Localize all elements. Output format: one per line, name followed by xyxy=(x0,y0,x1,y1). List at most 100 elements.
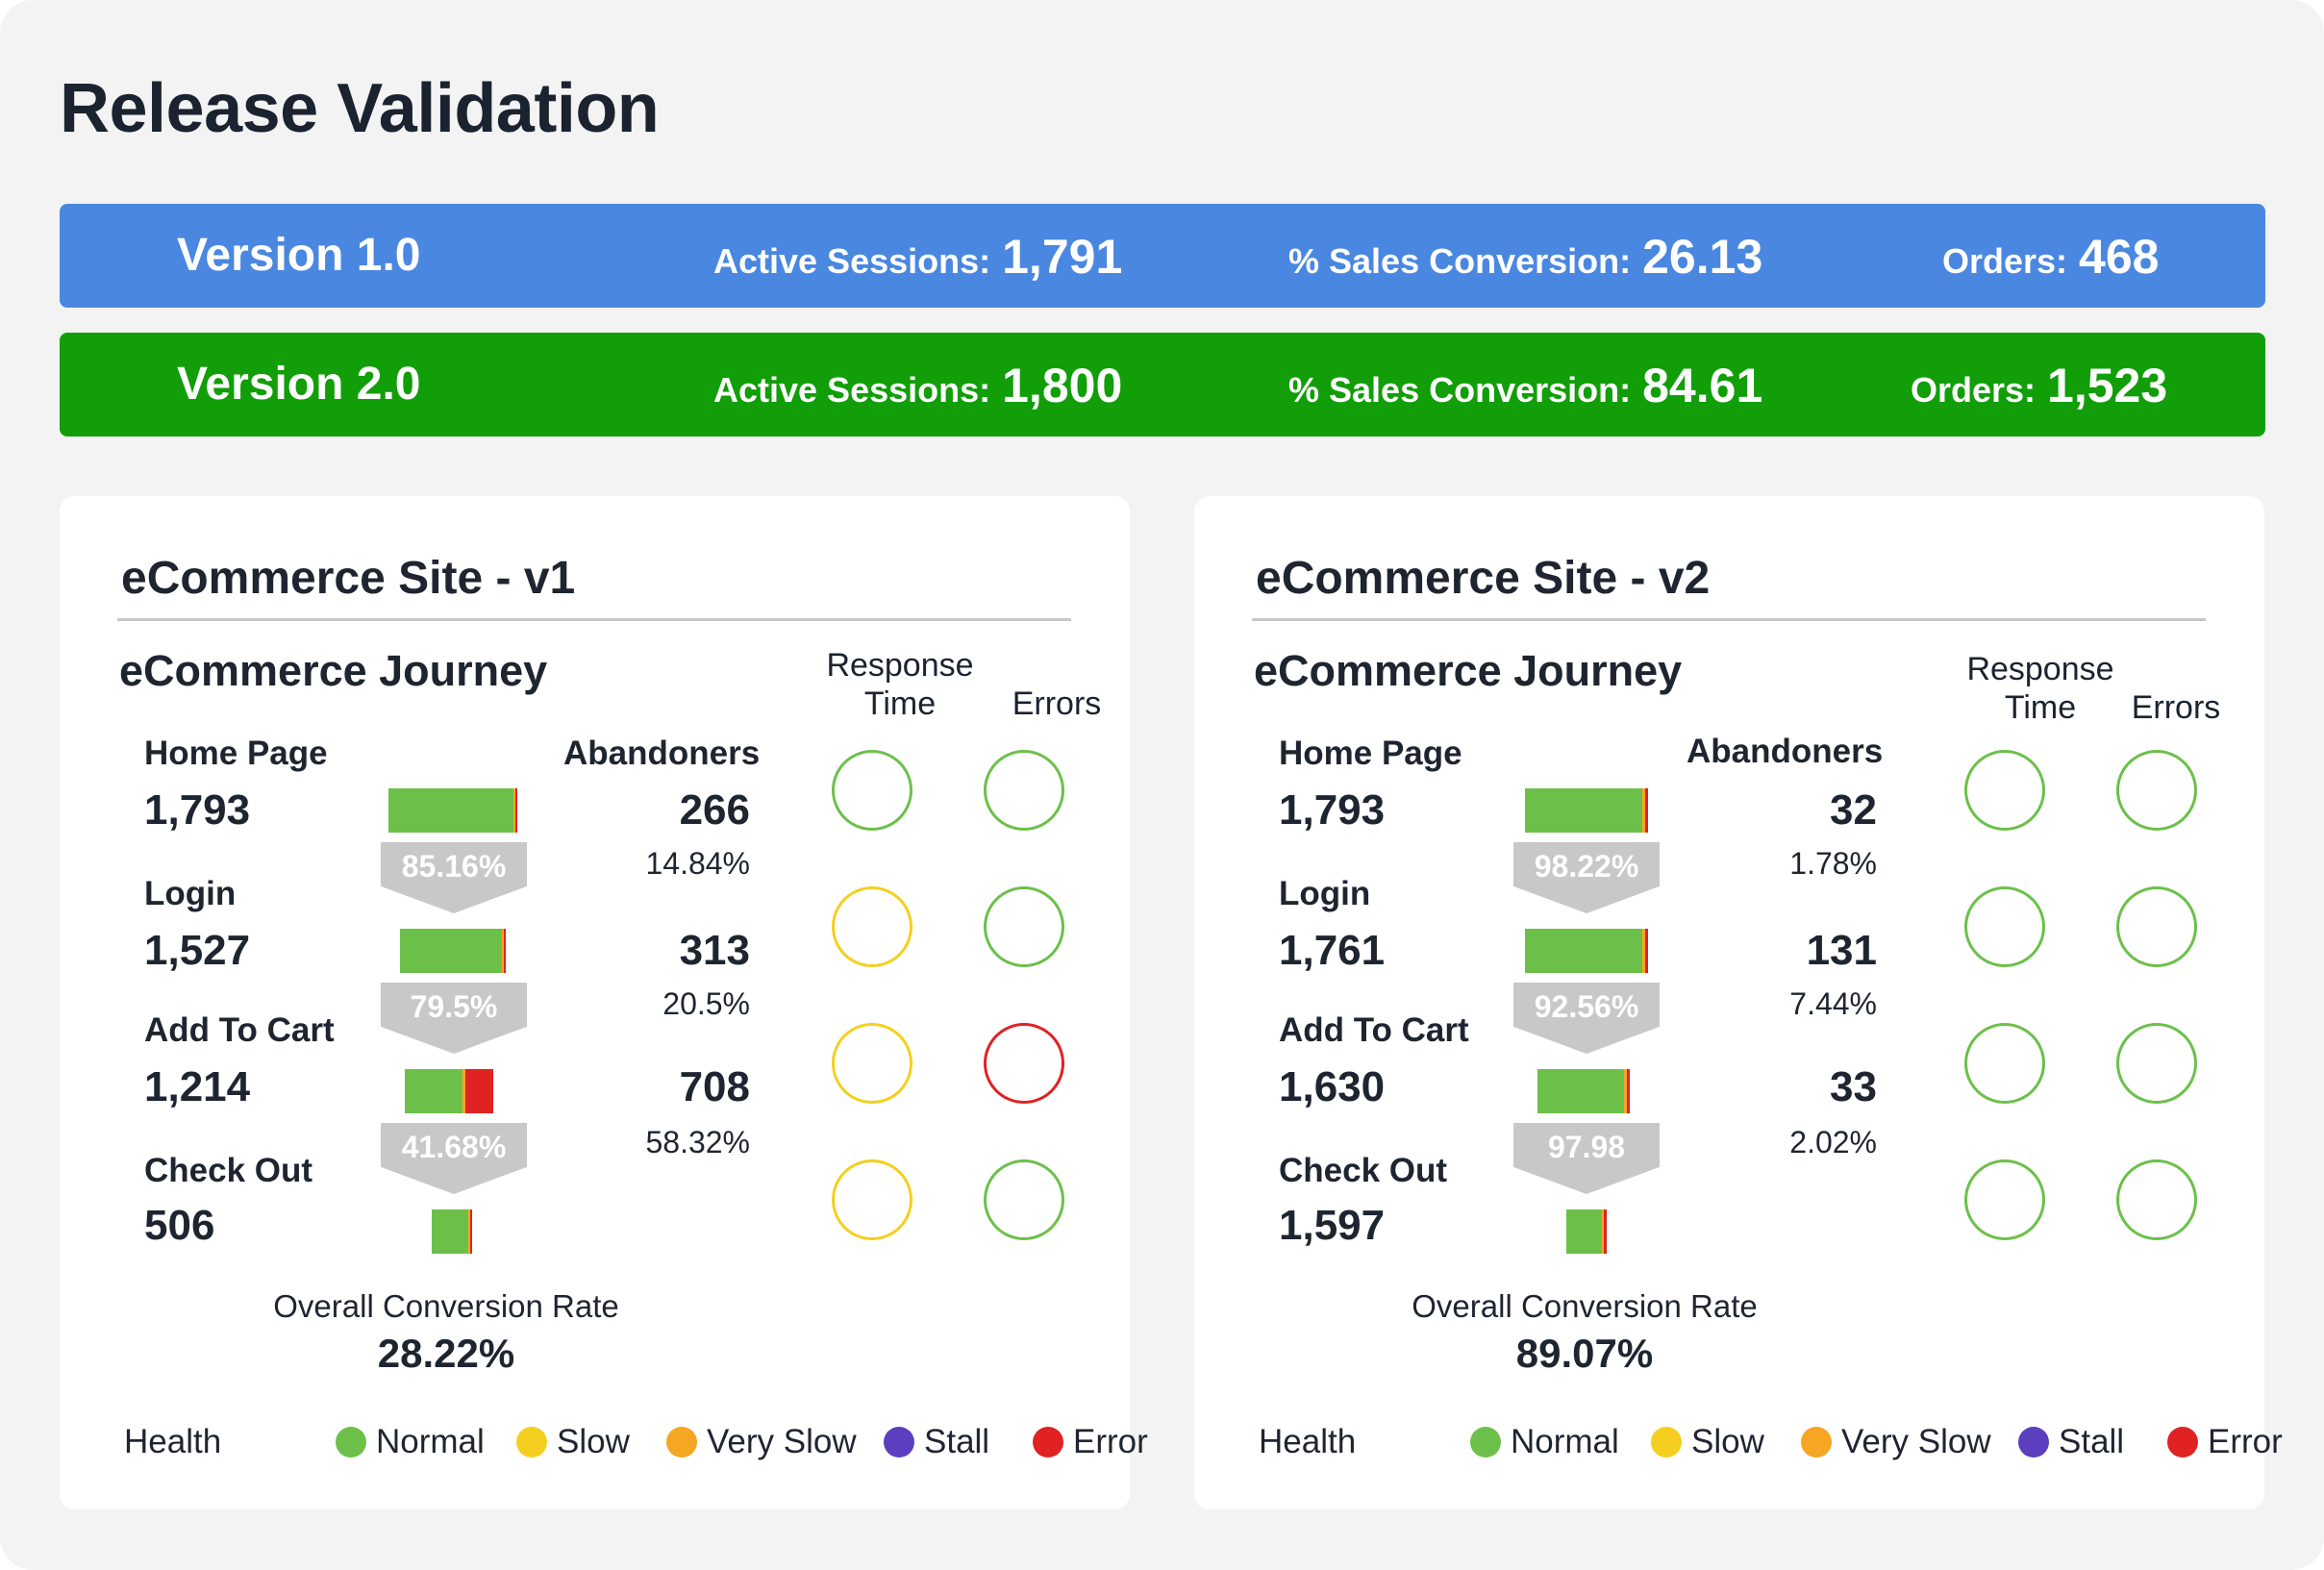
errors-health-ring[interactable] xyxy=(984,1023,1064,1104)
ecommerce-site-card-v2: eCommerce Site - v2 eCommerce Journey Re… xyxy=(1194,496,2283,1509)
step-count-home-page: 1,793 xyxy=(144,786,251,834)
abandoners-pct: 58.32% xyxy=(645,1125,750,1159)
orders-metric: Orders: 468 xyxy=(1942,229,2159,285)
response-time-health-ring[interactable] xyxy=(832,1023,912,1104)
metric-value: 84.61 xyxy=(1642,359,1763,412)
conversion-rate: 85.16% xyxy=(401,849,507,884)
legend-label: Stall xyxy=(2059,1423,2125,1460)
errors-health-ring[interactable] xyxy=(2116,886,2197,967)
journey-title: eCommerce Journey xyxy=(119,646,548,695)
errors-health-ring[interactable] xyxy=(984,750,1064,831)
active-sessions-metric: Active Sessions: 1,800 xyxy=(713,358,1122,413)
step-label-add-to-cart: Add To Cart xyxy=(144,1011,335,1049)
legend-item-very-slow: Very Slow xyxy=(1801,1423,1991,1461)
legend-item-error: Error xyxy=(2167,1423,2283,1461)
slow-dot-icon xyxy=(516,1427,547,1458)
step-label-login: Login xyxy=(144,875,237,912)
abandoners-count: 131 xyxy=(1806,927,1877,974)
stall-dot-icon xyxy=(2018,1427,2049,1458)
version-name: Version 1.0 xyxy=(177,230,421,281)
abandoners-pct: 2.02% xyxy=(1789,1125,1877,1159)
metric-value: 1,800 xyxy=(1002,359,1123,412)
abandoners-header: Abandoners xyxy=(563,735,761,772)
abandoners-count: 708 xyxy=(679,1063,750,1110)
card-title: eCommerce Site - v2 xyxy=(1256,553,1711,604)
metric-label: Orders: xyxy=(1942,241,2068,281)
step-label-check-out: Check Out xyxy=(1279,1152,1448,1189)
abandoners-pct: 7.44% xyxy=(1789,986,1877,1021)
metric-label: Active Sessions: xyxy=(713,370,991,410)
metric-label: Orders: xyxy=(1911,370,2037,410)
legend-label: Very Slow xyxy=(1841,1423,1991,1460)
active-sessions-metric: Active Sessions: 1,791 xyxy=(713,229,1122,285)
response-time-header-line2: Time xyxy=(2004,689,2077,726)
conversion-rate: 97.98 xyxy=(1547,1130,1626,1164)
very-slow-dot-icon xyxy=(1801,1427,1832,1458)
response-time-health-ring[interactable] xyxy=(1964,1023,2045,1104)
overall-conversion-label: Overall Conversion Rate xyxy=(1412,1288,1758,1324)
step-count-add-to-cart: 1,630 xyxy=(1279,1063,1386,1110)
errors-header: Errors xyxy=(2131,689,2221,726)
health-legend: Health Normal Slow Very Slow Stall Error xyxy=(124,1423,1148,1471)
step-count-login: 1,527 xyxy=(144,927,251,974)
version-band-1[interactable]: Version 1.0 Active Sessions: 1,791 % Sale… xyxy=(60,204,2265,308)
legend-label: Slow xyxy=(557,1423,630,1460)
errors-health-ring[interactable] xyxy=(2116,1023,2197,1104)
step-label-check-out: Check Out xyxy=(144,1152,313,1189)
normal-dot-icon xyxy=(336,1427,366,1458)
conversion-rate: 92.56% xyxy=(1534,989,1639,1024)
step-count-login: 1,761 xyxy=(1279,927,1386,974)
response-time-header-line1: Response xyxy=(1966,651,2114,687)
version-band-2[interactable]: Version 2.0 Active Sessions: 1,800 % Sale… xyxy=(60,333,2265,436)
metric-value: 26.13 xyxy=(1642,230,1763,284)
response-time-health-ring[interactable] xyxy=(1964,1159,2045,1240)
step-count-add-to-cart: 1,214 xyxy=(144,1063,251,1110)
error-dot-icon xyxy=(1033,1427,1063,1458)
step-bar-add-to-cart xyxy=(1537,1069,1630,1113)
response-time-health-ring[interactable] xyxy=(832,1159,912,1240)
health-legend: Health Normal Slow Very Slow Stall Error xyxy=(1259,1423,2283,1471)
legend-item-very-slow: Very Slow xyxy=(666,1423,857,1461)
stall-dot-icon xyxy=(884,1427,914,1458)
step-bar-home-page xyxy=(388,788,517,833)
legend-item-normal: Normal xyxy=(1470,1423,1619,1461)
metric-label: Active Sessions: xyxy=(713,241,991,281)
step-bar-check-out xyxy=(432,1209,472,1254)
metric-value: 1,523 xyxy=(2047,359,2168,412)
abandoners-count: 33 xyxy=(1830,1063,1877,1110)
legend-label: Very Slow xyxy=(707,1423,857,1460)
conversion-rate: 98.22% xyxy=(1534,849,1639,884)
legend-item-error: Error xyxy=(1033,1423,1148,1461)
legend-title: Health xyxy=(124,1423,222,1460)
response-time-health-ring[interactable] xyxy=(832,886,912,967)
abandoners-count: 313 xyxy=(679,927,750,974)
errors-health-ring[interactable] xyxy=(2116,750,2197,831)
errors-health-ring[interactable] xyxy=(2116,1159,2197,1240)
errors-health-ring[interactable] xyxy=(984,1159,1064,1240)
abandoners-pct: 20.5% xyxy=(662,986,750,1021)
legend-label: Normal xyxy=(1511,1423,1619,1460)
legend-label: Stall xyxy=(924,1423,990,1460)
step-count-home-page: 1,793 xyxy=(1279,786,1386,834)
page-title: Release Validation xyxy=(60,70,660,147)
errors-health-ring[interactable] xyxy=(984,886,1064,967)
response-time-header-line2: Time xyxy=(863,685,937,722)
legend-label: Error xyxy=(1073,1423,1148,1460)
card-divider xyxy=(117,618,1071,621)
step-bar-add-to-cart xyxy=(405,1069,493,1113)
response-time-health-ring[interactable] xyxy=(832,750,912,831)
step-bar-home-page xyxy=(1525,788,1648,833)
response-time-health-ring[interactable] xyxy=(1964,886,2045,967)
slow-dot-icon xyxy=(1651,1427,1682,1458)
legend-item-stall: Stall xyxy=(884,1423,989,1461)
step-label-add-to-cart: Add To Cart xyxy=(1279,1011,1469,1049)
legend-item-stall: Stall xyxy=(2018,1423,2124,1461)
legend-item-normal: Normal xyxy=(336,1423,485,1461)
ecommerce-site-card-v1: eCommerce Site - v1 eCommerce Journey Re… xyxy=(60,496,1148,1509)
normal-dot-icon xyxy=(1470,1427,1501,1458)
response-time-health-ring[interactable] xyxy=(1964,750,2045,831)
abandoners-count: 266 xyxy=(679,786,750,834)
legend-label: Slow xyxy=(1691,1423,1764,1460)
metric-label: % Sales Conversion: xyxy=(1288,370,1632,410)
